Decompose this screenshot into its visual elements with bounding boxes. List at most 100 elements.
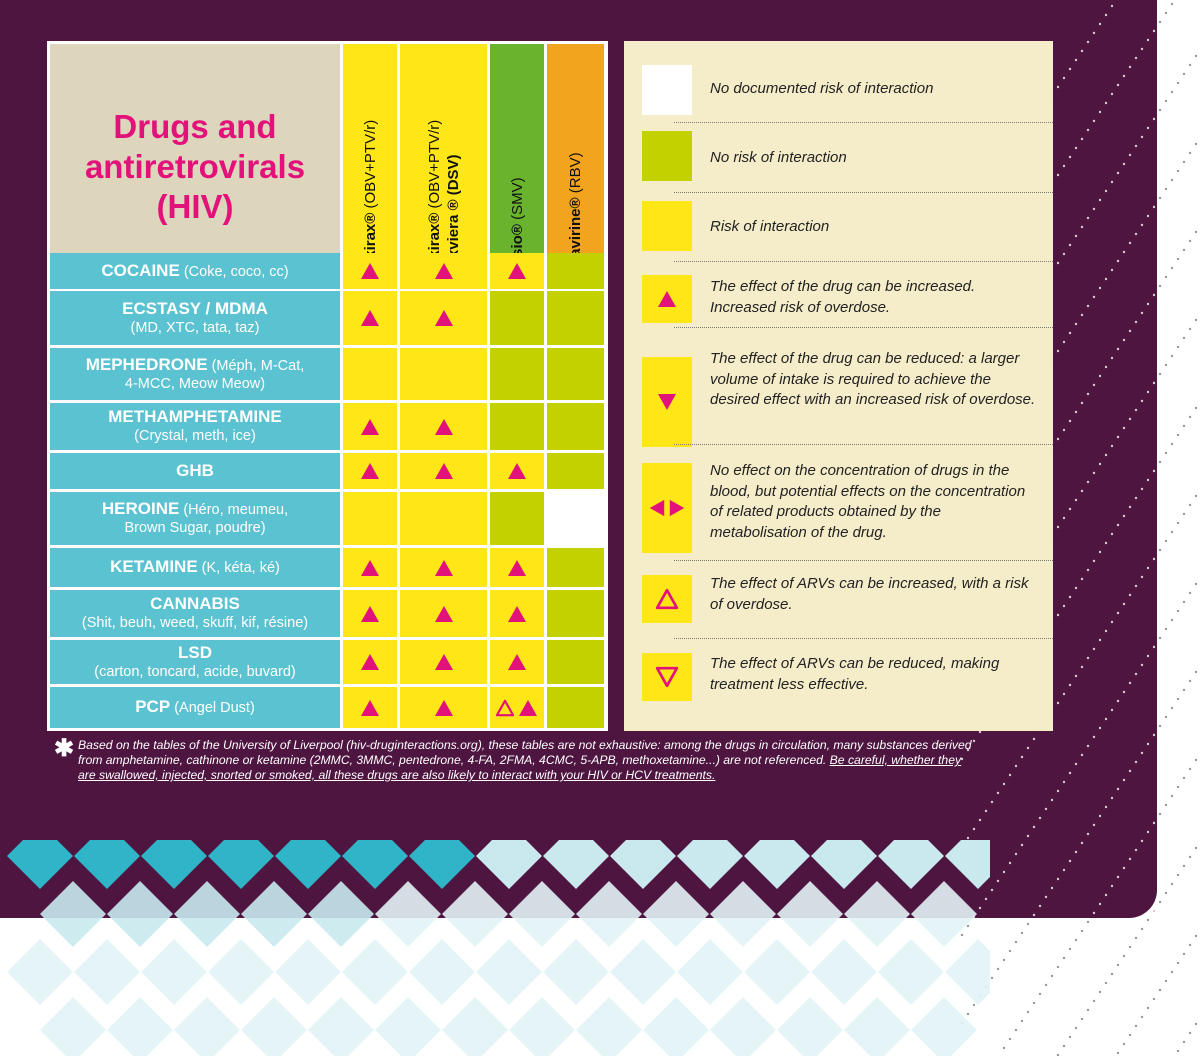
row-label: HEROINE (Héro, meumeu, Brown Sugar, poudr… bbox=[50, 492, 340, 545]
left-right-triangles-icon bbox=[642, 463, 692, 553]
row-label: GHB bbox=[50, 453, 340, 489]
up-triangle-icon bbox=[519, 699, 537, 716]
interaction-cell bbox=[400, 291, 487, 345]
row-label: CANNABIS (Shit, beuh, weed, skuff, kif, r… bbox=[50, 590, 340, 637]
up-triangle-icon bbox=[361, 654, 379, 670]
up-triangle-icon bbox=[434, 605, 453, 622]
legend-text: No effect on the concentration of drugs … bbox=[710, 462, 1026, 541]
row-label: METHAMPHETAMINE (Crystal, meth, ice) bbox=[50, 403, 340, 450]
drug-name: KETAMINE bbox=[110, 557, 198, 576]
interaction-cell bbox=[343, 453, 397, 489]
up-triangle-icon bbox=[434, 699, 453, 716]
up-triangle-icon bbox=[508, 263, 526, 279]
yellow-swatch bbox=[642, 201, 692, 251]
drug-alias: (Héro, meumeu, bbox=[179, 502, 289, 518]
up-triangle-icon bbox=[508, 559, 526, 576]
row-label: PCP (Angel Dust) bbox=[50, 687, 340, 728]
up-triangle-icon bbox=[361, 699, 379, 716]
drug-name: PCP bbox=[135, 697, 171, 716]
column-header: Olysio® (SMV) bbox=[490, 44, 544, 289]
drug-alias: (Crystal, meth, ice) bbox=[134, 428, 256, 444]
column-detail: (RBV) bbox=[567, 152, 584, 198]
interaction-cell bbox=[490, 590, 544, 637]
drug-alias: (Shit, beuh, weed, skuff, kif, résine) bbox=[81, 615, 309, 631]
no-risk-cell bbox=[547, 291, 604, 345]
up-triangle-icon bbox=[508, 605, 526, 622]
interaction-cell bbox=[490, 453, 544, 489]
interaction-cell bbox=[490, 640, 544, 684]
row-label: COCAINE (Coke, coco, cc) bbox=[50, 253, 340, 289]
drug-name: CANNABIS bbox=[150, 594, 240, 613]
no-risk-cell bbox=[490, 348, 544, 400]
green-swatch bbox=[642, 131, 692, 181]
risk-cell bbox=[400, 348, 487, 400]
legend-panel: No documented risk of interaction No risk… bbox=[624, 41, 1053, 731]
interaction-cell bbox=[343, 640, 397, 684]
up-triangle-icon bbox=[508, 463, 526, 479]
drug-name: GHB bbox=[176, 460, 214, 480]
legend-separator bbox=[674, 122, 1053, 123]
column-header: Viekirax® (OBV+PTV/r) bbox=[343, 44, 397, 289]
up-triangle-icon bbox=[434, 418, 453, 435]
column-detail: (OBV+PTV/r) bbox=[425, 119, 443, 213]
down-triangle-icon bbox=[642, 357, 692, 447]
row-label: MEPHEDRONE (Méph, M-Cat, 4-MCC, Meow Meow… bbox=[50, 348, 340, 400]
drug-name: MEPHEDRONE bbox=[85, 354, 208, 374]
no-risk-cell bbox=[547, 403, 604, 450]
interaction-cell bbox=[343, 590, 397, 637]
risk-cell bbox=[400, 492, 487, 545]
title-line: Drugs and bbox=[113, 107, 277, 145]
column-detail: (SMV) bbox=[508, 177, 526, 225]
drug-name: COCAINE bbox=[101, 260, 180, 280]
drug-alias: Brown Sugar, poudre) bbox=[124, 520, 266, 536]
no-risk-cell bbox=[547, 548, 604, 587]
no-risk-cell bbox=[490, 492, 544, 545]
drug-name: LSD bbox=[178, 642, 212, 662]
no-risk-cell bbox=[547, 253, 604, 289]
legend-separator bbox=[674, 327, 1053, 328]
interaction-cell bbox=[343, 403, 397, 450]
row-label: LSD (carton, toncard, acide, buvard) bbox=[50, 640, 340, 684]
row-label: ECSTASY / MDMA (MD, XTC, tata, taz) bbox=[50, 291, 340, 345]
interaction-cell bbox=[400, 548, 487, 587]
interaction-cell bbox=[490, 253, 544, 289]
legend-text: The effect of ARVs can be increased, wit… bbox=[710, 575, 1029, 613]
interaction-cell bbox=[343, 291, 397, 345]
up-triangle-icon bbox=[642, 275, 692, 323]
legend-separator bbox=[674, 638, 1053, 639]
up-triangle-icon bbox=[434, 263, 453, 279]
up-triangle-icon bbox=[361, 559, 379, 576]
risk-cell bbox=[343, 348, 397, 400]
up-triangle-icon bbox=[434, 559, 453, 576]
drug-alias: (Coke, coco, cc) bbox=[179, 263, 289, 280]
no-data-cell bbox=[547, 492, 604, 545]
outline-up-triangle-icon bbox=[496, 699, 514, 716]
outline-down-triangle-icon bbox=[642, 653, 692, 701]
drug-name: ECSTASY / MDMA bbox=[122, 298, 268, 318]
legend-text: No risk of interaction bbox=[710, 149, 847, 166]
up-triangle-icon bbox=[508, 654, 526, 670]
footnote-text: Based on the tables of the University of… bbox=[78, 738, 972, 767]
title-line: (HIV) bbox=[156, 187, 234, 225]
row-label: KETAMINE (K, kéta, ké) bbox=[50, 548, 340, 587]
interaction-cell bbox=[490, 687, 544, 728]
no-risk-cell bbox=[547, 687, 604, 728]
interaction-cell bbox=[343, 687, 397, 728]
no-risk-cell bbox=[490, 403, 544, 450]
footnote-warning: Be careful, whether they are swallowed, … bbox=[78, 753, 962, 782]
legend-text: The effect of the drug can be increased.… bbox=[710, 278, 976, 316]
legend-separator bbox=[674, 560, 1053, 561]
interaction-cell bbox=[343, 253, 397, 289]
diamond-pattern-decoration bbox=[7, 840, 990, 1056]
no-risk-cell bbox=[490, 291, 544, 345]
legend-separator bbox=[674, 444, 1053, 445]
column-header: Viekirax® (OBV+PTV/r) + Exviera ® (DSV) bbox=[400, 44, 487, 289]
up-triangle-icon bbox=[361, 263, 379, 279]
drug-alias: (Angel Dust) bbox=[170, 700, 255, 716]
up-triangle-icon bbox=[361, 463, 379, 479]
up-triangle-icon bbox=[434, 310, 453, 326]
no-risk-cell bbox=[547, 640, 604, 684]
footnote: ✱ Based on the tables of the University … bbox=[54, 737, 974, 783]
up-triangle-icon bbox=[361, 605, 379, 622]
interaction-cell bbox=[490, 548, 544, 587]
